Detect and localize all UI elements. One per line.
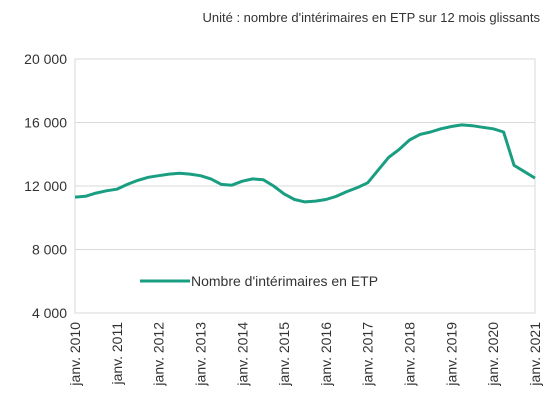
y-tick-label: 8 000 — [32, 242, 67, 258]
chart-subtitle: Unité : nombre d'intérimaires en ETP sur… — [203, 10, 541, 25]
x-tick-label: janv. 2020 — [485, 322, 501, 387]
y-tick-label: 4 000 — [32, 305, 67, 321]
y-tick-label: 12 000 — [24, 178, 67, 194]
y-tick-label: 16 000 — [24, 115, 67, 131]
x-tick-label: janv. 2013 — [192, 322, 208, 387]
x-tick-label: janv. 2012 — [151, 322, 167, 387]
x-tick-label: janv. 2011 — [109, 322, 125, 386]
x-tick-label: janv. 2018 — [402, 322, 418, 387]
x-tick-label: janv. 2021 — [527, 322, 543, 387]
x-tick-label: janv. 2019 — [443, 322, 459, 387]
legend-label: Nombre d'intérimaires en ETP — [191, 273, 378, 289]
x-tick-label: janv. 2015 — [276, 322, 292, 387]
y-tick-label: 20 000 — [24, 51, 67, 67]
x-tick-label: janv. 2016 — [318, 322, 334, 387]
x-tick-label: janv. 2010 — [67, 322, 83, 387]
data-line — [74, 123, 536, 204]
x-tick-label: janv. 2014 — [234, 322, 250, 387]
x-tick-label: janv. 2017 — [360, 322, 376, 387]
